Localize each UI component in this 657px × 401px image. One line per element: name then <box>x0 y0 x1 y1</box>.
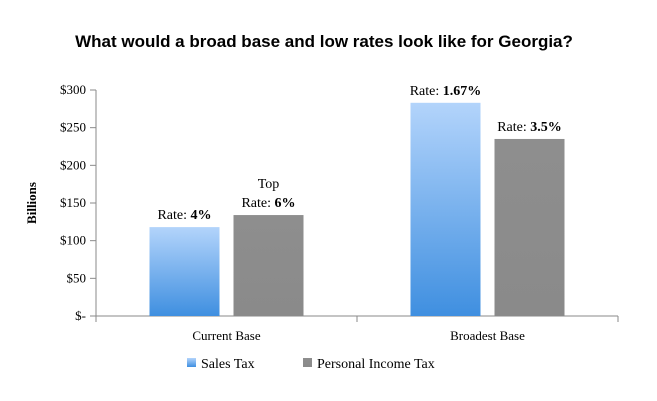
y-tick-label: $- <box>75 308 86 323</box>
bar <box>410 102 481 316</box>
legend-swatch <box>187 358 196 367</box>
y-tick-label: $150 <box>60 195 86 210</box>
plot-area: $- $50 $100 $150 $200 $250 $300 Rate: 4% Rate: 6… <box>60 82 619 343</box>
data-label: Rate: 6% <box>241 196 295 211</box>
y-tick-label: $50 <box>67 270 87 285</box>
y-tick-label: $200 <box>60 157 86 172</box>
y-tick-label: $100 <box>60 233 86 248</box>
legend-label: Personal Income Tax <box>317 357 435 372</box>
legend-label: Sales Tax <box>201 357 255 372</box>
data-label: Rate: 4% <box>157 208 211 223</box>
y-tick-label: $300 <box>60 82 86 97</box>
data-label-top: Top <box>258 177 280 192</box>
legend-swatch <box>303 358 312 367</box>
legend: Sales Tax Personal Income Tax <box>187 357 435 372</box>
data-label: Rate: 3.5% <box>497 120 562 135</box>
bar <box>494 138 565 316</box>
y-axis-label: Billions <box>24 182 39 224</box>
data-label: Rate: 1.67% <box>410 84 482 99</box>
y-tick-label: $250 <box>60 120 86 135</box>
x-tick-label: Broadest Base <box>450 328 525 343</box>
bar <box>149 227 220 316</box>
bar <box>233 215 304 316</box>
x-tick-label: Current Base <box>192 328 260 343</box>
chart-title: What would a broad base and low rates lo… <box>75 32 573 51</box>
